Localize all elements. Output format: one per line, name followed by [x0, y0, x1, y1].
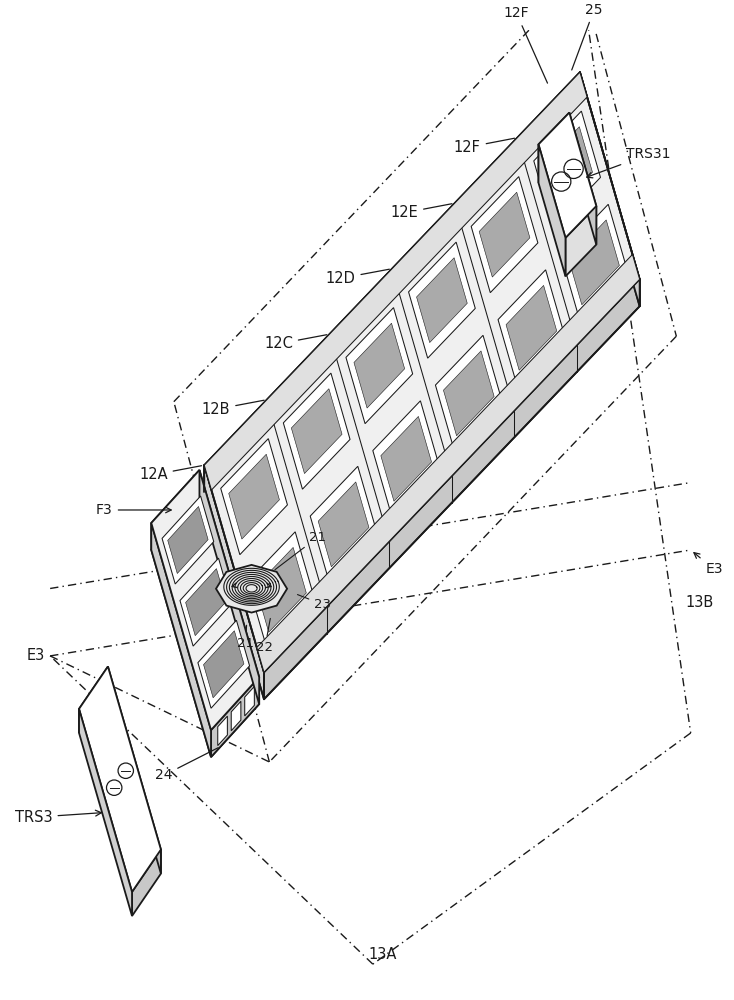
Polygon shape: [231, 701, 241, 731]
Polygon shape: [151, 497, 259, 757]
Text: 11: 11: [0, 999, 1, 1000]
Polygon shape: [542, 127, 592, 212]
Polygon shape: [204, 465, 264, 699]
Text: 12F: 12F: [504, 6, 548, 83]
Polygon shape: [247, 532, 314, 648]
Text: 25: 25: [572, 3, 603, 70]
Polygon shape: [539, 113, 570, 183]
Polygon shape: [204, 72, 587, 490]
Polygon shape: [108, 667, 161, 874]
Polygon shape: [506, 285, 557, 370]
Polygon shape: [244, 686, 255, 716]
Polygon shape: [264, 279, 639, 699]
Polygon shape: [539, 144, 565, 276]
Text: 13A: 13A: [368, 947, 396, 962]
Text: 12B: 12B: [202, 400, 264, 417]
Polygon shape: [291, 389, 342, 474]
Polygon shape: [198, 620, 250, 708]
Text: TRS3: TRS3: [15, 810, 101, 825]
Text: 21: 21: [237, 625, 254, 650]
Polygon shape: [561, 204, 628, 320]
Polygon shape: [151, 470, 259, 730]
Polygon shape: [257, 254, 639, 672]
Polygon shape: [167, 506, 208, 574]
Text: 12E: 12E: [390, 204, 452, 220]
Polygon shape: [565, 206, 596, 276]
Text: 12D: 12D: [326, 269, 389, 286]
Polygon shape: [211, 677, 259, 757]
Polygon shape: [479, 192, 530, 277]
Polygon shape: [580, 72, 639, 306]
Polygon shape: [417, 258, 468, 343]
Text: TRS31: TRS31: [586, 147, 671, 178]
Polygon shape: [151, 523, 211, 757]
Polygon shape: [409, 242, 475, 358]
Text: E3: E3: [27, 648, 46, 663]
Text: 22: 22: [256, 618, 273, 654]
Text: 12F: 12F: [454, 138, 515, 155]
Polygon shape: [132, 850, 161, 916]
Polygon shape: [204, 72, 639, 672]
Polygon shape: [79, 667, 161, 892]
Polygon shape: [310, 466, 377, 582]
Text: 24: 24: [155, 748, 218, 782]
Text: 21: 21: [275, 531, 327, 570]
Polygon shape: [569, 220, 619, 305]
Polygon shape: [534, 111, 600, 227]
Text: 23: 23: [297, 595, 331, 611]
Text: E3: E3: [694, 553, 723, 576]
Polygon shape: [216, 565, 287, 613]
Polygon shape: [200, 470, 259, 704]
Polygon shape: [79, 667, 108, 733]
Polygon shape: [539, 113, 596, 238]
Polygon shape: [435, 335, 502, 451]
Polygon shape: [221, 439, 288, 555]
Polygon shape: [180, 558, 232, 646]
Polygon shape: [151, 470, 200, 550]
Text: 13B: 13B: [686, 595, 714, 610]
Polygon shape: [79, 709, 132, 916]
Polygon shape: [218, 716, 228, 746]
Polygon shape: [373, 401, 440, 517]
Polygon shape: [162, 496, 214, 584]
Text: 12A: 12A: [139, 466, 202, 482]
Text: 12C: 12C: [264, 335, 327, 351]
Polygon shape: [319, 482, 369, 567]
Polygon shape: [498, 270, 564, 386]
Polygon shape: [381, 416, 432, 501]
Polygon shape: [186, 569, 226, 636]
Polygon shape: [570, 113, 596, 245]
Polygon shape: [203, 631, 244, 698]
Polygon shape: [354, 323, 404, 408]
Polygon shape: [283, 373, 350, 489]
Polygon shape: [443, 351, 494, 436]
Polygon shape: [471, 177, 538, 293]
Polygon shape: [255, 547, 306, 632]
Polygon shape: [346, 308, 413, 424]
Polygon shape: [229, 454, 280, 539]
Text: F3: F3: [96, 503, 171, 517]
